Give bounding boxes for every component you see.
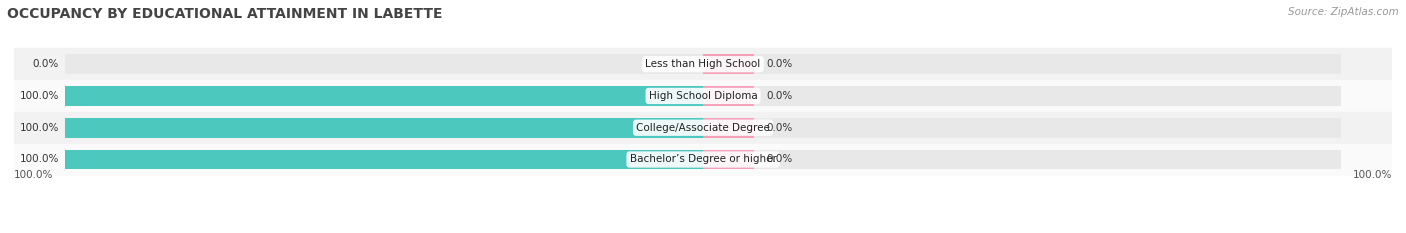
Bar — [65, 86, 703, 106]
Bar — [65, 118, 703, 137]
Bar — [14, 80, 1392, 112]
Bar — [703, 54, 754, 74]
Bar — [65, 118, 703, 137]
Text: 0.0%: 0.0% — [766, 154, 793, 164]
Bar — [14, 144, 1392, 175]
Text: 100.0%: 100.0% — [20, 91, 59, 101]
Bar — [65, 54, 703, 74]
Bar — [703, 54, 1341, 74]
Text: 100.0%: 100.0% — [20, 123, 59, 133]
Bar — [703, 150, 1341, 169]
Text: 100.0%: 100.0% — [1353, 170, 1392, 180]
Text: OCCUPANCY BY EDUCATIONAL ATTAINMENT IN LABETTE: OCCUPANCY BY EDUCATIONAL ATTAINMENT IN L… — [7, 7, 443, 21]
Text: 100.0%: 100.0% — [14, 170, 53, 180]
Bar — [703, 118, 754, 137]
Bar — [703, 118, 1341, 137]
Bar — [703, 86, 754, 106]
Text: Less than High School: Less than High School — [645, 59, 761, 69]
Text: 0.0%: 0.0% — [766, 123, 793, 133]
Bar — [65, 86, 703, 106]
Text: 100.0%: 100.0% — [20, 154, 59, 164]
Text: Source: ZipAtlas.com: Source: ZipAtlas.com — [1288, 7, 1399, 17]
Bar — [14, 48, 1392, 80]
Bar — [65, 150, 703, 169]
Text: 0.0%: 0.0% — [766, 59, 793, 69]
Bar — [703, 150, 754, 169]
Text: College/Associate Degree: College/Associate Degree — [636, 123, 770, 133]
Bar — [65, 150, 703, 169]
Bar — [14, 112, 1392, 144]
Text: Bachelor’s Degree or higher: Bachelor’s Degree or higher — [630, 154, 776, 164]
Text: 0.0%: 0.0% — [32, 59, 59, 69]
Text: High School Diploma: High School Diploma — [648, 91, 758, 101]
Text: 0.0%: 0.0% — [766, 91, 793, 101]
Bar — [703, 86, 1341, 106]
